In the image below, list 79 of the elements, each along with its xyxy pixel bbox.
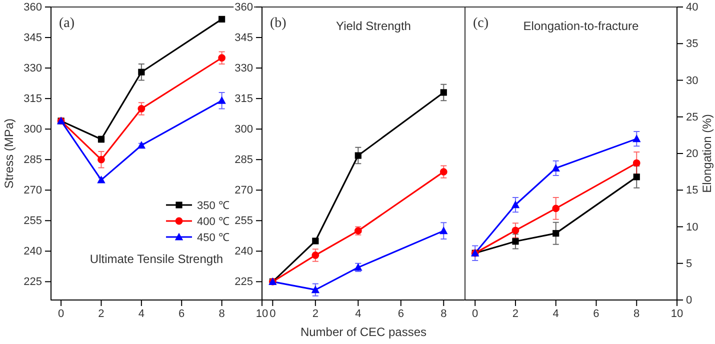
point	[312, 252, 320, 259]
y2-tick-label: 40	[686, 2, 698, 14]
legend-label: 350 ℃	[197, 200, 230, 212]
point	[218, 54, 226, 62]
annotation: (a)	[59, 16, 75, 31]
y-tick-label: 285	[24, 154, 42, 166]
y-tick-label: 270	[24, 184, 42, 197]
y-tick-label: 330	[24, 62, 42, 75]
x-tick-label: 4	[552, 308, 559, 320]
point	[218, 16, 226, 23]
point	[311, 286, 320, 294]
point	[633, 174, 640, 180]
x-tick-label: 4	[355, 308, 362, 320]
x-tick-label: 10	[670, 308, 684, 320]
y-tick-label: 285	[234, 154, 253, 166]
y-tick-label: 225	[234, 276, 253, 288]
point	[632, 134, 641, 142]
x-tick-label: 2	[512, 308, 519, 320]
y-tick-label: 360	[234, 2, 253, 14]
point	[440, 168, 448, 176]
x-tick-label: 8	[218, 308, 225, 320]
x-tick-label: 0	[270, 308, 276, 320]
y2-tick-label: 5	[686, 258, 692, 270]
point	[511, 200, 520, 208]
y-tick-label: 300	[234, 124, 253, 136]
y-tick-label: 255	[234, 215, 253, 228]
y2-tick-label: 10	[686, 221, 698, 234]
legend-label: 400 ℃	[197, 216, 230, 228]
y2-tick-label: 15	[686, 184, 698, 197]
point	[138, 105, 146, 112]
x-tick-label: 0	[472, 308, 478, 320]
point	[552, 164, 560, 172]
x-tick-label: 6	[398, 308, 404, 320]
point	[512, 238, 519, 245]
y-tick-label: 345	[24, 32, 42, 44]
y-tick-label: 360	[24, 2, 42, 14]
y2-tick-label: 20	[686, 148, 698, 160]
y-tick-label: 240	[234, 246, 253, 258]
y-axis-title: Stress (MPa)	[2, 118, 16, 189]
y-tick-label: 345	[234, 32, 253, 44]
x-axis-title: Number of CEC passes	[300, 325, 427, 339]
y2-tick-label: 35	[686, 38, 698, 50]
x-tick-label: 6	[178, 308, 185, 320]
annotation: (b)	[270, 16, 287, 31]
y-tick-label: 255	[24, 215, 42, 228]
point	[512, 226, 520, 234]
point	[218, 96, 226, 104]
text: Ultimate Tensile Strength	[90, 252, 224, 266]
x-tick-label: 2	[312, 308, 318, 320]
x-tick-label: 2	[98, 308, 104, 320]
point	[354, 152, 362, 159]
legend-label: 450 ℃	[197, 232, 230, 244]
y-tick-label: 240	[24, 246, 42, 258]
point	[440, 89, 447, 96]
x-tick-label: 8	[634, 308, 640, 320]
x-tick-label: 4	[138, 308, 144, 320]
x-tick-label: 0	[58, 308, 64, 320]
y2-axis-title: Elongation (%)	[700, 114, 714, 193]
point	[440, 226, 448, 234]
y2-tick-label: 25	[686, 111, 698, 124]
y2-tick-label: 0	[686, 294, 692, 307]
y-tick-label: 315	[24, 93, 42, 106]
point	[552, 204, 560, 212]
y-tick-label: 225	[24, 276, 42, 288]
point	[138, 68, 145, 76]
y-tick-label: 300	[24, 124, 42, 136]
y-tick-label: 315	[234, 93, 253, 106]
x-tick-label: 10	[256, 308, 268, 320]
annotation: (c)	[473, 16, 489, 31]
y-tick-label: 330	[234, 62, 253, 75]
text: Yield Strength	[336, 19, 411, 33]
point	[552, 230, 560, 237]
x-tick-label: 6	[593, 308, 600, 320]
text: Elongation-to-fracture	[523, 19, 640, 33]
point	[632, 159, 640, 167]
y2-tick-label: 30	[686, 74, 698, 87]
y-tick-label: 270	[234, 184, 253, 197]
x-tick-label: 8	[440, 308, 447, 320]
point	[98, 156, 105, 164]
